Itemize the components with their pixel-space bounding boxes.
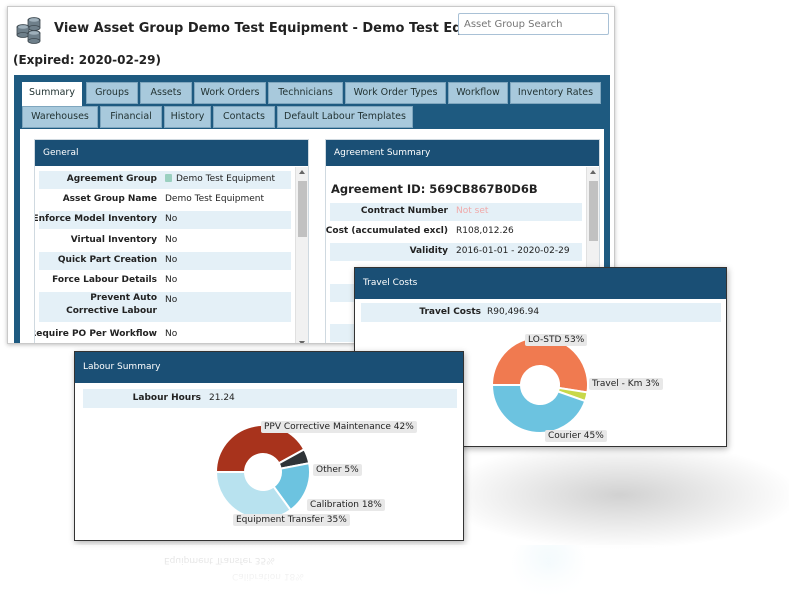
row-value: No xyxy=(165,235,178,245)
row-label: Require PO Per Workflow xyxy=(34,329,157,339)
general-row: Asset Group Name Demo Test Equipment xyxy=(39,191,291,209)
row-value: No xyxy=(165,214,178,224)
tab-work-orders[interactable]: Work Orders xyxy=(194,82,266,104)
row-value: R90,496.94 xyxy=(487,307,540,317)
labour-slice-label: PPV Corrective Maintenance 42% xyxy=(261,421,417,433)
labour-hours-row: Labour Hours 21.24 xyxy=(83,389,457,408)
general-row: Prevent Auto Corrective Labour No xyxy=(39,292,291,322)
row-value: 21.24 xyxy=(209,393,235,403)
row-label: Virtual Inventory xyxy=(70,235,157,245)
row-label: Prevent Auto Corrective Labour xyxy=(66,293,157,316)
agreement-id: Agreement ID: 569CB867B0D6B xyxy=(331,182,538,196)
general-row: Agreement Group Demo Test Equipment xyxy=(39,171,291,189)
tab-assets[interactable]: Assets xyxy=(140,82,192,104)
reflected-chart xyxy=(504,545,594,595)
general-row: Virtual Inventory No xyxy=(39,232,291,250)
labour-summary-donut-chart xyxy=(214,424,311,520)
travel-costs-row: Travel Costs R90,496.94 xyxy=(361,303,721,322)
travel-slice-courier[interactable] xyxy=(490,384,587,434)
row-label: Force Labour Details xyxy=(52,275,157,285)
scroll-thumb[interactable] xyxy=(298,181,307,237)
row-label: Agreement Group xyxy=(66,174,157,184)
asset-group-search-input[interactable] xyxy=(458,13,609,35)
servers-icon xyxy=(16,17,41,44)
general-panel: General Agreement Group Demo Test Equipm… xyxy=(34,139,309,343)
general-row: Require PO Per Workflow No xyxy=(35,326,291,343)
agreement-group-link: Demo Test Equipment xyxy=(176,174,276,184)
summary-content: General Agreement Group Demo Test Equipm… xyxy=(20,129,604,343)
tab-workflow[interactable]: Workflow xyxy=(448,82,508,104)
reflected-label: Calibration 18% xyxy=(232,571,304,581)
expired-notice: (Expired: 2020-02-29) xyxy=(13,53,161,67)
drop-shadow xyxy=(440,440,789,550)
row-value: Demo Test Equipment xyxy=(165,194,265,204)
group-icon xyxy=(165,174,172,182)
agreement-row: Cost (accumulated excl) R108,012.26 xyxy=(326,223,582,241)
row-value: Not set xyxy=(456,206,489,216)
general-panel-header: General xyxy=(35,140,308,166)
tab-contacts[interactable]: Contacts xyxy=(213,106,275,128)
tab-warehouses[interactable]: Warehouses xyxy=(22,106,98,128)
scroll-thumb[interactable] xyxy=(589,181,598,241)
row-label: Quick Part Creation xyxy=(57,255,157,265)
labour-slice-label: Equipment Transfer 35% xyxy=(233,514,350,526)
scroll-up-icon[interactable] xyxy=(590,170,596,174)
travel-costs-donut-chart xyxy=(490,336,589,434)
scroll-down-icon[interactable] xyxy=(299,341,305,343)
travel-slice-label: Travel - Km 3% xyxy=(589,378,663,390)
row-value: No xyxy=(165,295,178,305)
tab-work-order-types[interactable]: Work Order Types xyxy=(345,82,446,104)
row-label: Contract Number xyxy=(360,206,448,216)
agreement-row: Contract Number Not set xyxy=(330,203,582,221)
scroll-up-icon[interactable] xyxy=(299,170,305,174)
row-label: Enforce Model Inventory xyxy=(34,214,157,224)
reflection: Equipment Transfer 35% Calibration 18% xyxy=(74,545,729,600)
agreement-row: Validity 2016-01-01 - 2020-02-29 xyxy=(330,243,582,261)
travel-slice-lo-std[interactable] xyxy=(490,336,589,394)
travel-slice-label: LO-STD 53% xyxy=(525,334,588,346)
tab-summary[interactable]: Summary xyxy=(22,82,82,106)
tab-inventory-rates[interactable]: Inventory Rates xyxy=(510,82,601,104)
general-row: Enforce Model Inventory No xyxy=(35,211,291,229)
row-label: Labour Hours xyxy=(132,393,201,403)
labour-slice-label: Calibration 18% xyxy=(307,499,385,511)
asset-group-window: View Asset Group Demo Test Equipment - D… xyxy=(7,6,615,344)
row-value: R108,012.26 xyxy=(456,226,514,236)
general-row: Quick Part Creation No xyxy=(39,252,291,270)
labour-summary-header: Labour Summary xyxy=(75,352,463,383)
tab-history[interactable]: History xyxy=(164,106,211,128)
tab-financial[interactable]: Financial xyxy=(100,106,162,128)
tab-technicians[interactable]: Technicians xyxy=(268,82,343,104)
general-row: Force Labour Details No xyxy=(39,272,291,290)
row-value: No xyxy=(165,329,178,339)
labour-summary-window: Labour Summary Labour Hours 21.24 PPV Co… xyxy=(74,351,464,541)
row-label: Travel Costs xyxy=(419,307,481,317)
labour-slice-label: Other 5% xyxy=(313,464,362,476)
row-label: Validity xyxy=(409,246,448,256)
agreement-panel-header: Agreement Summary xyxy=(326,140,599,166)
row-label: Cost (accumulated excl) xyxy=(325,226,448,236)
tab-default-labour-templates[interactable]: Default Labour Templates xyxy=(277,106,413,128)
row-value: No xyxy=(165,255,178,265)
travel-costs-header: Travel Costs xyxy=(355,268,726,299)
row-label: Asset Group Name xyxy=(62,194,157,204)
row-value[interactable]: Demo Test Equipment xyxy=(165,174,275,184)
page-title: View Asset Group Demo Test Equipment - D… xyxy=(54,21,523,36)
labour-slice-ppv-corrective-maintenance[interactable] xyxy=(214,424,306,473)
general-scrollbar[interactable] xyxy=(295,167,308,343)
row-value: No xyxy=(165,275,178,285)
tab-groups[interactable]: Groups xyxy=(86,82,138,104)
travel-costs-window: Travel Costs Travel Costs R90,496.94 LO-… xyxy=(354,267,727,447)
tab-panel: Summary Groups Assets Work Orders Techni… xyxy=(14,75,610,343)
travel-slice-label: Courier 45% xyxy=(545,430,607,442)
row-value: 2016-01-01 - 2020-02-29 xyxy=(456,246,570,256)
reflected-label: Equipment Transfer 35% xyxy=(164,555,275,565)
